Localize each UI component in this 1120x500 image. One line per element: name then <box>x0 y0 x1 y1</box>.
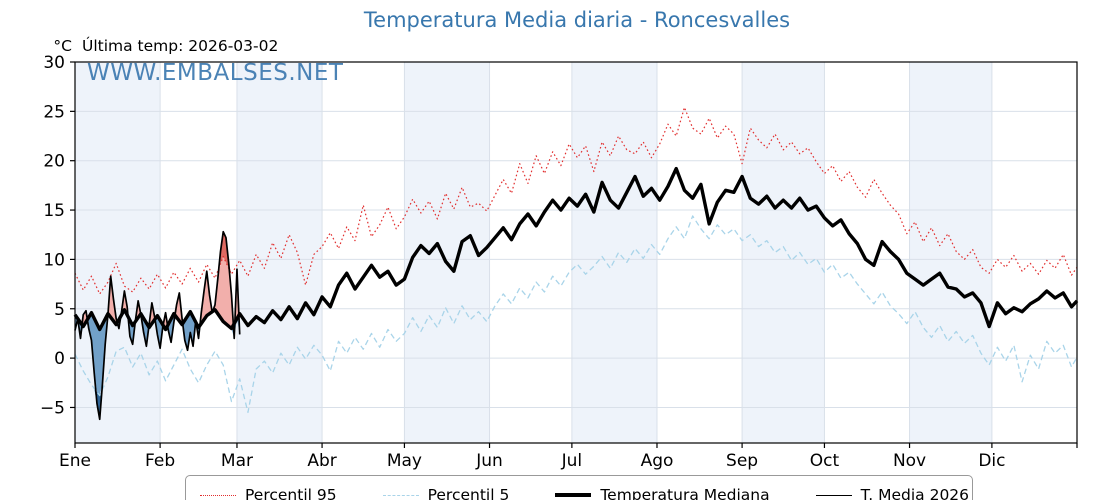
x-tick-label: Jun <box>475 451 503 471</box>
y-tick-label: 10 <box>43 250 65 270</box>
month-band <box>404 62 490 443</box>
month-band <box>571 62 657 443</box>
y-tick-label: 15 <box>43 201 65 221</box>
y-tick-label: 20 <box>43 152 65 172</box>
t2026-line <box>74 230 241 421</box>
fill-above-median <box>75 256 240 330</box>
month-band <box>742 62 825 443</box>
legend-label-tmedia2026: T. Media 2026 <box>860 486 970 500</box>
thick-black-line-icon <box>555 493 592 497</box>
thin-black-line-icon <box>815 494 852 496</box>
x-tick-label: May <box>387 451 422 471</box>
legend-label-percentil95: Percentil 95 <box>245 486 337 500</box>
watermark: WWW.EMBALSES.NET <box>87 60 344 86</box>
legend-label-percentil5: Percentil 5 <box>427 486 510 500</box>
chart-title: Temperatura Media diaria - Roncesvalles <box>363 8 791 32</box>
month-band <box>236 62 323 443</box>
legend-item-percentil95: Percentil 95 <box>200 486 337 500</box>
legend-item-mediana: Temperatura Mediana <box>555 486 770 500</box>
y-tick-label: 5 <box>54 300 65 320</box>
p5-line <box>74 215 1078 414</box>
x-tick-label: Dic <box>978 451 1005 471</box>
dashed-blue-line-icon <box>382 494 419 496</box>
legend-item-percentil5: Percentil 5 <box>382 486 510 500</box>
x-tick-label: Ene <box>59 451 91 471</box>
y-tick-label: −5 <box>40 398 65 418</box>
x-tick-label: Abr <box>307 451 336 471</box>
month-band <box>909 62 992 443</box>
legend-item-tmedia2026: T. Media 2026 <box>815 486 970 500</box>
y-tick-label: 0 <box>54 349 65 369</box>
x-tick-label: Sep <box>726 451 758 471</box>
y-tick-label: 30 <box>43 53 65 73</box>
legend-label-mediana: Temperatura Mediana <box>600 486 770 500</box>
dotted-red-line-icon <box>200 494 236 496</box>
p95-line <box>74 106 1078 295</box>
x-tick-label: Oct <box>810 451 840 471</box>
y-axis-units-label: °C <box>53 37 72 55</box>
x-tick-label: Mar <box>221 451 253 471</box>
x-tick-label: Ago <box>641 451 674 471</box>
last-temp-label: Última temp: 2026-03-02 <box>82 37 279 55</box>
x-tick-label: Jul <box>561 451 583 471</box>
fill-above-p95 <box>75 231 240 294</box>
x-tick-label: Feb <box>145 451 175 471</box>
x-tick-label: Nov <box>893 451 926 471</box>
axes-spine <box>74 61 1078 444</box>
y-tick-label: 25 <box>43 102 65 122</box>
median-line <box>73 166 1079 332</box>
month-band <box>75 62 161 443</box>
legend: Percentil 95 Percentil 5 Temperatura Med… <box>185 475 973 500</box>
